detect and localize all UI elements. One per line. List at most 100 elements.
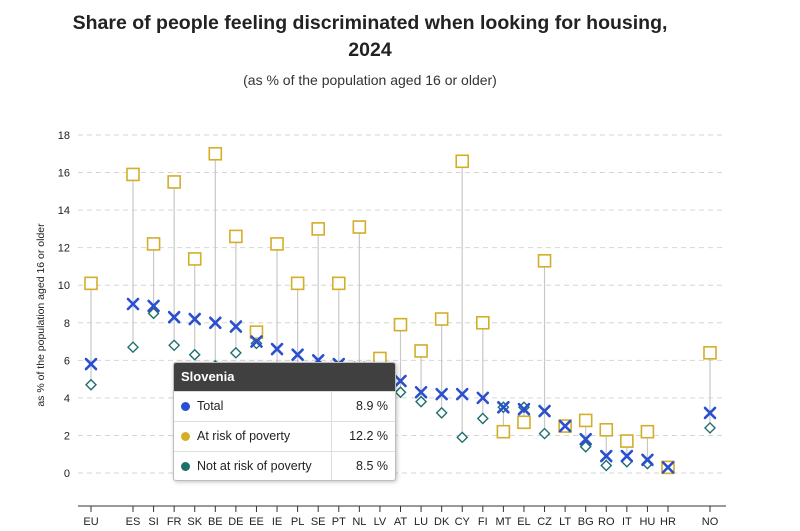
point-total-dk (435, 387, 448, 401)
point-total-eu (84, 357, 98, 371)
at-risk-dot-icon (181, 432, 190, 441)
y-axis-ticks: 0 2 4 6 8 10 12 14 16 18 (58, 130, 70, 480)
point-not-at-risk-cz (538, 427, 551, 440)
chart-title-line1: Share of people feeling discriminated wh… (72, 12, 668, 34)
y-axis-label: as % of the population aged 16 or older (35, 223, 47, 407)
point-total-fr (167, 310, 181, 324)
point-total-cz (538, 404, 551, 418)
x-tick-label-dk: DK (434, 516, 450, 528)
x-tick-label-fr: FR (167, 516, 182, 528)
point-not-at-risk-de (229, 346, 242, 359)
point-total-fi (476, 391, 490, 405)
x-tick-label-de: DE (228, 516, 243, 528)
x-tick-label-eu: EU (83, 516, 98, 528)
x-tick-label-lt: LT (559, 516, 571, 528)
x-tick-label-nl: NL (352, 516, 366, 528)
point-at-risk-bg (578, 413, 593, 428)
x-tick-label-se: SE (311, 516, 326, 528)
x-tick-label-at: AT (394, 516, 408, 528)
x-tick-label-bg: BG (578, 516, 594, 528)
point-total-de (229, 320, 243, 333)
tooltip-title: Slovenia (174, 363, 395, 391)
point-at-risk-se (311, 222, 325, 236)
point-total-hu (641, 453, 654, 467)
data-markers (84, 146, 717, 475)
tooltip-label-at-risk: At risk of poverty (197, 429, 291, 443)
point-total-bg (579, 432, 592, 446)
point-total-at (394, 374, 407, 388)
point-at-risk-pt (331, 276, 346, 291)
point-total-ee (250, 335, 263, 348)
y-tick-label-18: 18 (58, 130, 70, 142)
x-tick-label-pt: PT (332, 516, 346, 528)
point-not-at-risk-ro (600, 459, 613, 472)
point-at-risk-pl (290, 276, 305, 291)
x-tick-label-cz: CZ (537, 516, 552, 528)
x-tick-label-ro: RO (598, 516, 615, 528)
point-at-risk-si (146, 237, 161, 251)
point-at-risk-eu (84, 276, 98, 291)
x-tick-label-sk: SK (187, 516, 202, 528)
point-at-risk-hu (640, 424, 655, 439)
point-at-risk-de (229, 229, 243, 244)
x-tick-label-ie: IE (272, 516, 282, 528)
point-total-ie (270, 342, 284, 356)
point-at-risk-es (126, 167, 140, 182)
x-tick-label-no: NO (702, 516, 719, 528)
y-tick-label-8: 8 (64, 318, 70, 330)
point-at-risk-dk (434, 312, 449, 326)
point-at-risk-be (208, 146, 223, 161)
point-not-at-risk-lu (415, 395, 428, 408)
point-total-mt (497, 400, 510, 414)
point-total-sk (188, 312, 202, 326)
tooltip-slovenia: Slovenia Total 8.9 % At risk of poverty … (173, 362, 396, 481)
point-total-lt (558, 419, 572, 433)
point-total-es (126, 297, 140, 311)
point-at-risk-at (393, 317, 408, 332)
y-tick-label-4: 4 (64, 393, 70, 405)
y-tick-label-2: 2 (64, 430, 70, 442)
point-at-risk-no (703, 346, 717, 360)
point-total-el (517, 402, 531, 416)
point-at-risk-ie (270, 237, 284, 251)
tooltip-value-at-risk: 12.2 % (349, 429, 388, 443)
y-tick-label-6: 6 (64, 355, 70, 367)
point-at-risk-fi (476, 315, 490, 330)
x-tick-label-el: EL (517, 516, 530, 528)
point-total-pl (291, 348, 304, 361)
y-tick-label-16: 16 (58, 168, 70, 180)
x-tick-label-lv: LV (374, 516, 387, 528)
point-total-be (209, 316, 222, 330)
point-not-at-risk-si (147, 307, 160, 320)
point-total-hr (661, 461, 675, 474)
tooltip-label-not-at-risk: Not at risk of poverty (197, 459, 312, 473)
point-at-risk-fr (167, 175, 181, 189)
point-at-risk-cz (537, 254, 552, 268)
x-tick-label-hu: HU (639, 516, 655, 528)
point-total-it (620, 449, 634, 463)
point-not-at-risk-no (704, 421, 716, 434)
point-at-risk-ro (599, 423, 614, 437)
point-total-lu (414, 385, 428, 399)
x-tick-label-cy: CY (455, 516, 471, 528)
x-tick-label-pl: PL (291, 516, 304, 528)
point-total-si (147, 299, 160, 313)
x-axis: EU ES SI FR SK BE DE EE IE PL SE PT NL LV AT LU DK CY FI MT… (78, 505, 726, 528)
point-not-at-risk-es (127, 341, 139, 354)
chart-subtitle: (as % of the population aged 16 or older… (243, 72, 497, 88)
x-tick-label-it: IT (622, 516, 632, 528)
x-tick-label-fi: FI (478, 516, 488, 528)
point-at-risk-sk (187, 252, 202, 266)
point-total-no (703, 406, 717, 420)
point-not-at-risk-fr (168, 339, 181, 352)
tooltip-value-not-at-risk: 8.5 % (356, 459, 388, 473)
chart-title-line2: 2024 (348, 39, 392, 61)
x-tick-label-lu: LU (414, 516, 428, 528)
y-tick-label-12: 12 (58, 243, 70, 255)
point-at-risk-it (620, 434, 634, 448)
x-tick-label-es: ES (126, 516, 141, 528)
x-tick-label-mt: MT (495, 516, 511, 528)
x-tick-label-be: BE (208, 516, 223, 528)
y-tick-label-0: 0 (64, 468, 70, 480)
